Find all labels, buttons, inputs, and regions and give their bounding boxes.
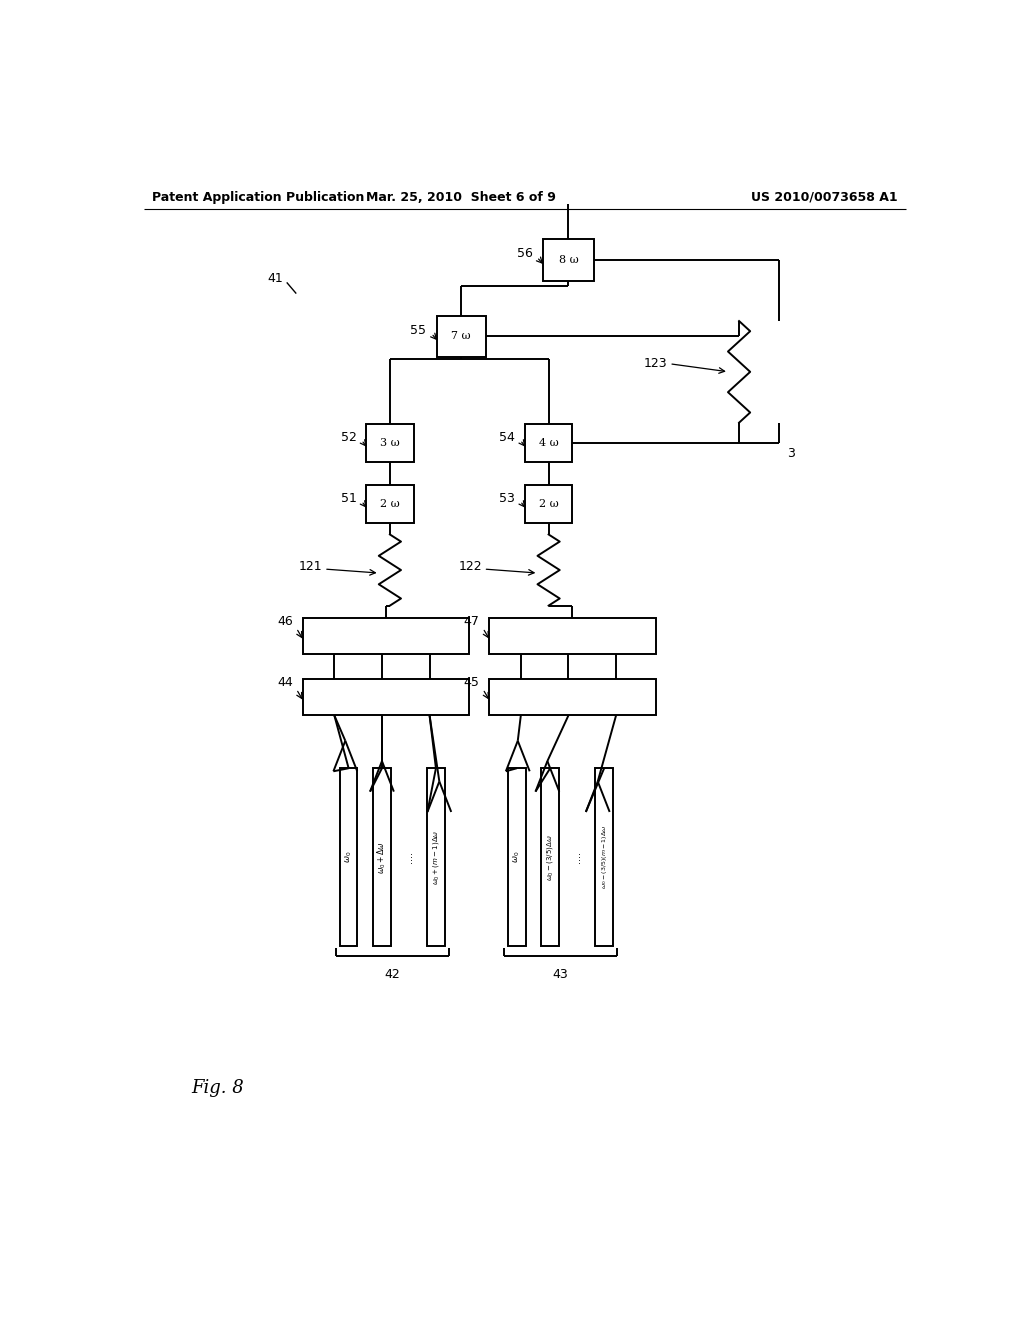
Text: 4 ω: 4 ω	[539, 438, 558, 447]
Text: 122: 122	[459, 561, 482, 573]
Text: Patent Application Publication: Patent Application Publication	[152, 190, 365, 203]
Text: 47: 47	[464, 615, 479, 628]
Text: 3 ω: 3 ω	[380, 438, 399, 447]
Text: $\omega_0+\Delta\omega$: $\omega_0+\Delta\omega$	[376, 841, 388, 874]
Text: $\omega_0$: $\omega_0$	[343, 851, 354, 863]
Bar	[542, 768, 559, 946]
Text: 3: 3	[786, 446, 795, 459]
Bar	[508, 768, 525, 946]
Bar	[427, 768, 444, 946]
Bar	[303, 678, 469, 715]
Text: 121: 121	[299, 561, 323, 573]
Text: 44: 44	[278, 676, 293, 689]
Text: 51: 51	[341, 492, 356, 506]
Bar	[367, 484, 414, 523]
Text: 55: 55	[410, 323, 426, 337]
Bar	[524, 424, 572, 462]
Text: 56: 56	[517, 247, 532, 260]
Text: 52: 52	[341, 432, 356, 445]
Text: $\omega_0-(3/5)(m-1)\Delta\omega$: $\omega_0-(3/5)(m-1)\Delta\omega$	[600, 825, 608, 890]
Text: 45: 45	[464, 676, 479, 689]
Text: 2 ω: 2 ω	[380, 499, 399, 510]
Text: US 2010/0073658 A1: US 2010/0073658 A1	[752, 190, 898, 203]
Bar	[340, 768, 357, 946]
Bar	[373, 768, 391, 946]
Bar	[543, 239, 594, 281]
Text: 8 ω: 8 ω	[558, 255, 579, 265]
Text: Mar. 25, 2010  Sheet 6 of 9: Mar. 25, 2010 Sheet 6 of 9	[367, 190, 556, 203]
Text: 41: 41	[267, 272, 283, 285]
Text: $\omega_0$: $\omega_0$	[512, 851, 522, 863]
Text: ....: ....	[572, 851, 583, 863]
Text: Fig. 8: Fig. 8	[191, 1080, 245, 1097]
Text: 42: 42	[384, 969, 400, 982]
Text: 54: 54	[500, 432, 515, 445]
Text: 53: 53	[500, 492, 515, 506]
Text: 7 ω: 7 ω	[452, 331, 471, 342]
Text: ....: ....	[403, 851, 414, 863]
Text: 123: 123	[644, 358, 668, 370]
Text: $\omega_0-(3/5)\Delta\omega$: $\omega_0-(3/5)\Delta\omega$	[545, 834, 555, 880]
Bar	[595, 768, 613, 946]
Text: 43: 43	[553, 969, 568, 982]
Bar	[489, 618, 655, 655]
Bar	[367, 424, 414, 462]
Text: $\omega_0+(m-1)\Delta\omega$: $\omega_0+(m-1)\Delta\omega$	[431, 829, 441, 884]
Text: 46: 46	[278, 615, 293, 628]
Bar	[489, 678, 655, 715]
Text: 2 ω: 2 ω	[539, 499, 558, 510]
Bar	[436, 315, 486, 356]
Bar	[303, 618, 469, 655]
Bar	[524, 484, 572, 523]
